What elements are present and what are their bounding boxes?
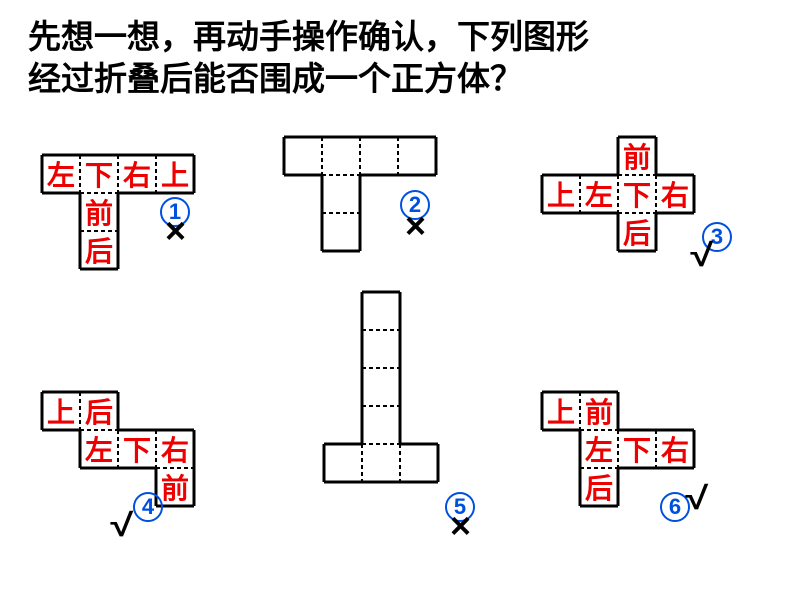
net-n4: 上后左下右前	[40, 390, 198, 510]
title-line1: 先想一想，再动手操作确认，下列图形	[28, 16, 589, 58]
face-label: 下	[118, 430, 156, 468]
face-label: 下	[618, 175, 656, 213]
face-label: 前	[80, 193, 118, 231]
face-label: 右	[156, 430, 194, 468]
face-label: 右	[656, 175, 694, 213]
face-label: 右	[656, 430, 694, 468]
check-mark: √	[685, 480, 708, 517]
title-line2: 经过折叠后能否围成一个正方体？	[28, 58, 589, 100]
face-label: 下	[618, 430, 656, 468]
face-label: 后	[80, 231, 118, 269]
face-label: 前	[618, 137, 656, 175]
question-title: 先想一想，再动手操作确认，下列图形 经过折叠后能否围成一个正方体？	[28, 16, 589, 100]
net-number-4: 4	[133, 492, 163, 522]
face-label: 左	[580, 430, 618, 468]
face-label: 上	[156, 155, 194, 193]
face-label: 上	[542, 175, 580, 213]
face-label: 后	[80, 392, 118, 430]
net-n3: 前上左下右后	[540, 135, 698, 255]
face-label: 左	[42, 155, 80, 193]
face-label: 上	[42, 392, 80, 430]
face-label: 后	[580, 468, 618, 506]
cross-mark: ×	[165, 210, 186, 252]
cross-mark: ×	[450, 505, 471, 547]
face-label: 左	[80, 430, 118, 468]
face-label: 左	[580, 175, 618, 213]
face-label: 下	[80, 155, 118, 193]
cross-mark: ×	[405, 205, 426, 247]
face-label: 右	[118, 155, 156, 193]
face-label: 上	[542, 392, 580, 430]
face-label: 后	[618, 213, 656, 251]
net-n5	[322, 290, 442, 486]
check-mark: √	[110, 507, 133, 544]
check-mark: √	[690, 237, 713, 274]
face-label: 前	[580, 392, 618, 430]
